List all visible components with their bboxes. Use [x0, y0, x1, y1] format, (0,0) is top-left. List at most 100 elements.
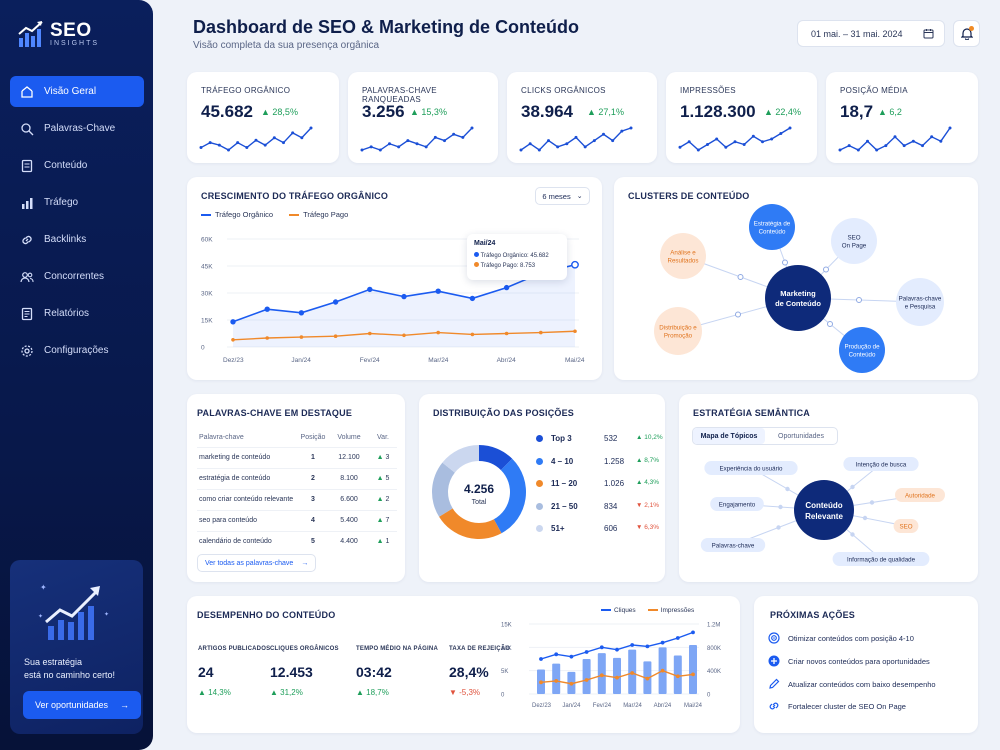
edge-dot [827, 321, 833, 327]
cluster-node-label: Produção de Conteúdo [844, 344, 880, 359]
table-cell: calendário de conteúdo [197, 530, 297, 552]
sparkline-point [678, 145, 682, 149]
kpi-card-organic-traffic[interactable]: TRÁFEGO ORGÂNICO 45.682 ▲ 28,5% [187, 72, 339, 163]
dashboard-icon [21, 85, 33, 98]
performance-metric: TEMPO MÉDIO NA PÁGINA 03:42 ▲ 18,7% [356, 646, 438, 697]
bell-icon [960, 28, 973, 40]
range-select-value: 6 meses [542, 191, 571, 201]
page-title: Dashboard de SEO & Marketing de Conteúdo [193, 17, 580, 37]
sidebar-item-conteudo[interactable]: Conteúdo [10, 150, 144, 181]
data-point [599, 645, 604, 650]
logo[interactable]: SEO INSIGHTS [18, 20, 99, 48]
table-row[interactable]: seo para conteúdo 4 5.400 ▲ 7 [197, 509, 397, 531]
y-tick-label: 45K [201, 264, 213, 271]
text-line: de Conteúdo [775, 299, 821, 308]
card-title: ESTRATÉGIA SEMÂNTICA [693, 408, 811, 418]
kpi-card-average-position[interactable]: POSIÇÃO MÉDIA 18,7 ▲ 6,2 [826, 72, 978, 163]
sparkline-point [263, 143, 267, 147]
tooltip-line-paid: Tráfego Pago: 8.753 [474, 262, 560, 269]
legend-item: Tráfego Pago [289, 210, 348, 219]
data-point [298, 310, 305, 316]
range-select[interactable]: 6 meses ⌄ [535, 187, 590, 205]
pencil-icon [769, 678, 780, 689]
tooltip-line-organic: Tráfego Orgânico: 45.682 [474, 252, 560, 259]
y-tick-label-left: 5K [501, 669, 508, 675]
text-line: On Page [842, 243, 867, 250]
action-item[interactable]: Fortalecer cluster de SEO On Page [768, 700, 906, 712]
svg-text:✦: ✦ [40, 583, 47, 592]
table-row[interactable]: calendário de conteúdo 5 4.400 ▲ 1 [197, 530, 397, 552]
metric-value: 24 [198, 664, 214, 680]
sidebar-item-visao-geral[interactable]: Visão Geral [10, 76, 144, 107]
text-line: SEO [847, 235, 860, 242]
x-tick-label: Mai/24 [565, 357, 585, 364]
table-cell: 6.600 [329, 488, 369, 510]
bar [552, 663, 561, 694]
y-tick-label-right: 400K [707, 669, 721, 675]
sidebar-item-relatorios[interactable]: Relatórios [10, 298, 144, 329]
x-tick-label: Mar/24 [623, 703, 642, 709]
table-cell: 12.100 [329, 446, 369, 468]
x-tick-label: Dez/23 [532, 703, 552, 709]
performance-metric: CLIQUES ORGÂNICOS 12.453 ▲ 31,2% [270, 646, 339, 697]
sidebar-item-palavras-chave[interactable]: Palavras-Chave [10, 113, 144, 144]
sparkline-point [884, 144, 888, 148]
sparkline-point [537, 148, 541, 152]
kpi-label: POSIÇÃO MÉDIA [840, 86, 908, 95]
sparkline-point [715, 137, 719, 141]
see-opportunities-button[interactable]: Ver oportunidades → [23, 691, 141, 719]
table-row[interactable]: estratégia de conteúdo 2 8.100 ▲ 5 [197, 467, 397, 489]
content-clusters-card: CLUSTERS DE CONTEÚDO Marketing de Conteúd… [614, 177, 978, 380]
metric-delta: ▲ 14,3% [198, 688, 231, 697]
cluster-node-label: Estratégia de Conteúdo [754, 221, 791, 236]
sparkline-point [611, 139, 615, 143]
sparkline-point [378, 148, 382, 152]
see-all-keywords-button[interactable]: Ver todas as palavras-chave → [197, 554, 317, 572]
legend-change: ▲ 10,2% [636, 434, 663, 441]
sidebar-item-trafego[interactable]: Tráfego [10, 187, 144, 218]
promo-button-label: Ver oportunidades [34, 700, 109, 710]
sidebar-item-backlinks[interactable]: Backlinks [10, 224, 144, 255]
action-item[interactable]: Atualizar conteúdos com baixo desempenho [768, 678, 936, 690]
table-row[interactable]: marketing de conteúdo 1 12.100 ▲ 3 [197, 446, 397, 468]
notification-badge [969, 26, 974, 31]
sparkline-point [866, 139, 869, 143]
text-line: Promoção [664, 333, 693, 340]
kpi-card-impressions[interactable]: IMPRESSÕES 1.128.300 ▲ 22,4% [666, 72, 817, 163]
table-cell: ▲ 5 [369, 467, 397, 489]
table-row[interactable]: como criar conteúdo relevante 3 6.600 ▲ 2 [197, 488, 397, 510]
legend-label: 11 – 20 [551, 479, 578, 488]
sidebar: SEO INSIGHTS Visão Geral Palavras-Chave … [0, 0, 153, 750]
metric-delta: ▲ 31,2% [270, 688, 303, 697]
semantic-node-label: Autoridade [905, 492, 935, 499]
data-point [584, 650, 589, 654]
table-cell: 3 [297, 488, 329, 510]
action-item[interactable]: Criar novos conteúdos para oportunidades [768, 655, 930, 667]
sidebar-item-configuracoes[interactable]: Configurações [10, 335, 144, 366]
edge-dot [862, 515, 868, 521]
sparkline-point [565, 142, 569, 146]
x-tick-label: Fev/24 [360, 357, 380, 364]
kpi-card-ranked-keywords[interactable]: PALAVRAS-CHAVE RANQUEADAS 3.256 ▲ 15,3% [348, 72, 498, 163]
sparkline-point [687, 140, 691, 144]
tab-opportunities[interactable]: Oportunidades [778, 432, 824, 440]
tab-topic-map[interactable]: Mapa de Tópicos [693, 428, 765, 444]
card-title: DISTRIBUIÇÃO DAS POSIÇÕES [433, 408, 575, 418]
kpi-sparkline [519, 126, 633, 152]
action-item[interactable]: Otimizar conteúdos com posição 4-10 [768, 632, 914, 644]
sparkline-point [574, 135, 578, 139]
kpi-label: IMPRESSÕES [680, 86, 736, 95]
sparkline-point [583, 145, 587, 149]
notifications-button[interactable] [953, 20, 980, 47]
card-title: PALAVRAS-CHAVE EM DESTAQUE [197, 408, 353, 418]
sidebar-item-concorrentes[interactable]: Concorrentes [10, 261, 144, 292]
legend-change: ▼ 2,1% [636, 501, 660, 509]
sparkline-point [779, 132, 783, 135]
text-line: Conteúdo [805, 501, 842, 510]
date-range-picker[interactable]: 01 mai. – 31 mai. 2024 [797, 20, 945, 47]
metric-value: 28,4% [449, 664, 489, 680]
chevron-down-icon: ⌄ [576, 193, 583, 200]
kpi-card-organic-clicks[interactable]: CLICKS ORGÂNICOS 38.964 ▲ 27,1% [507, 72, 657, 163]
cluster-node [654, 307, 702, 355]
data-point [402, 333, 406, 338]
